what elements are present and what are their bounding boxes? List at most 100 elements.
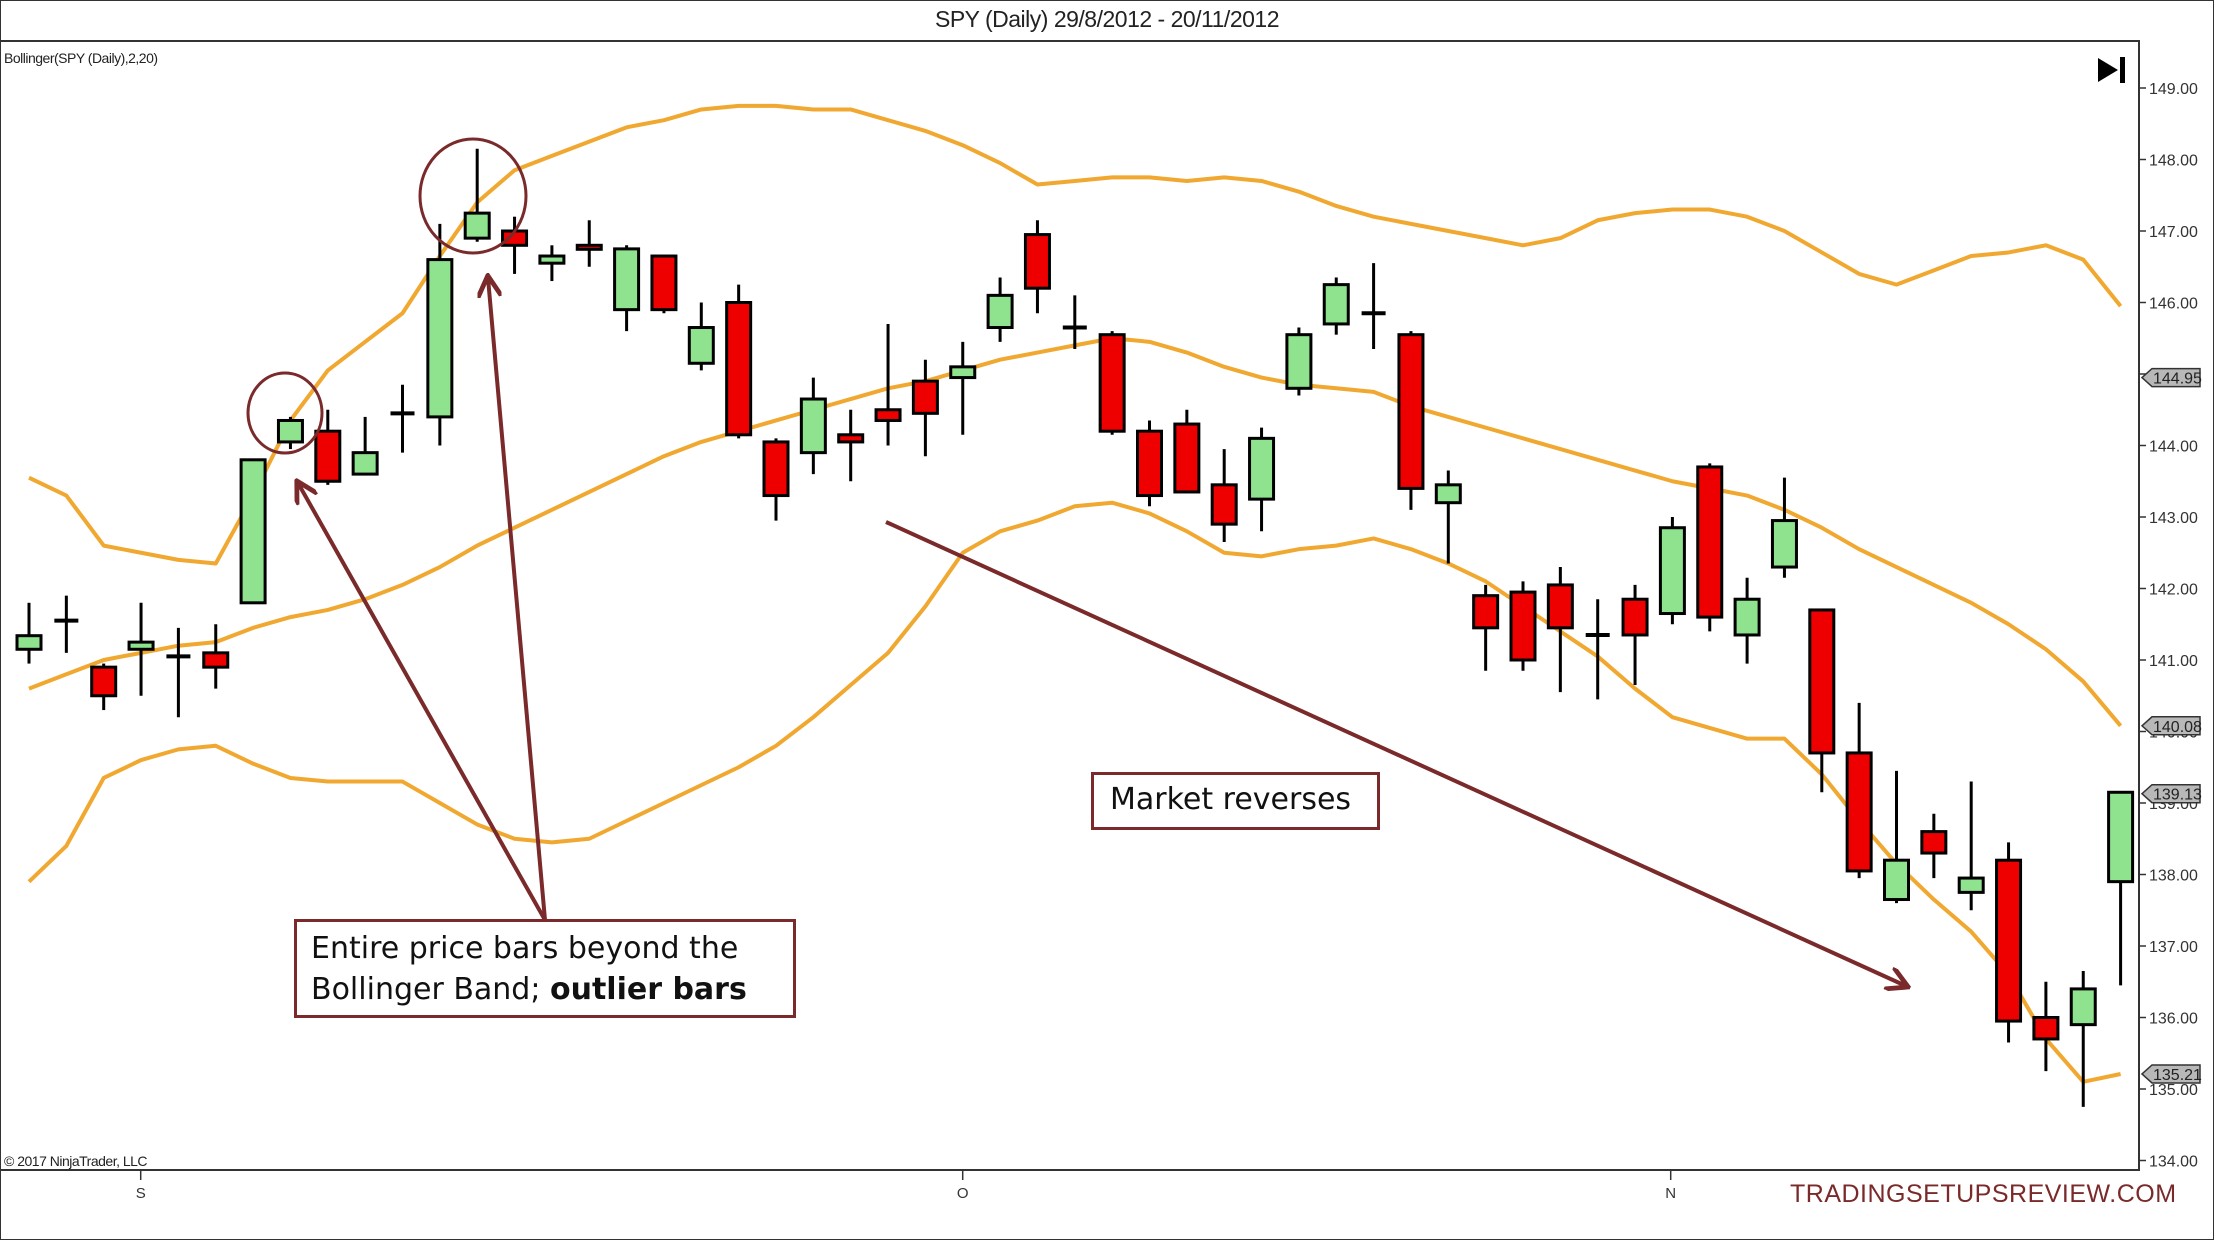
candle [1995,842,2023,1043]
y-tick-label: 149.00 [2149,81,2198,98]
candle-body [15,634,43,651]
candle-body [351,451,379,476]
candle-body [1770,519,1798,569]
candle-body [1472,594,1500,630]
candle [1173,409,1201,494]
candle [1621,584,1649,686]
candle [1920,813,1948,879]
y-tick-label: 136.00 [2149,1011,2198,1028]
candle-body [90,665,118,698]
candle-body [799,397,827,455]
plot-area[interactable] [0,40,2140,1171]
candle [1808,608,1836,793]
candle [1434,470,1462,564]
candle-body [1621,597,1649,637]
skip-to-end-button[interactable] [2096,54,2128,86]
candle [687,302,715,371]
candle-body [2032,1016,2060,1041]
candle-body [1210,483,1238,526]
x-tick-label: N [1665,1185,1676,1202]
candle-body [1696,465,1724,619]
outlier-annotation-line1: Entire price bars beyond the [311,931,739,966]
x-tick-label: S [136,1185,146,1202]
candle [725,284,753,439]
candle [127,602,155,696]
candle-body [1136,429,1163,498]
candles [15,148,2135,1107]
candle [463,148,491,242]
price-marker-label: 135.21 [2153,1067,2202,1084]
band-line [27,500,2122,1084]
candle-body [1248,436,1276,501]
candle [239,458,267,605]
candle [1546,567,1574,693]
y-tick-label: 142.00 [2149,582,2198,599]
candle [1883,770,1910,904]
candle-body [762,440,790,498]
candle-body [1397,333,1425,490]
candle-body [2069,987,2097,1027]
candle-body [538,254,566,265]
candle-body [986,293,1014,330]
candle [1322,277,1350,335]
y-tick-label: 147.00 [2149,224,2198,241]
outlier-circle-1 [246,371,324,455]
candle-body [202,651,230,669]
candle [2107,790,2135,986]
candle [2032,981,2060,1072]
candle [575,220,603,267]
price-marker: 139.13 [2140,783,2202,804]
candle [1509,581,1537,671]
candle-body [613,247,641,312]
candle-body [1285,333,1313,390]
candle-body [239,458,267,605]
candle-body [1434,483,1462,505]
band-line [28,103,2123,566]
candle [1210,449,1238,543]
band-line [28,336,2123,728]
candle-body [837,433,865,444]
candle [1062,295,1087,349]
outlier-circle-2 [418,137,528,255]
candle-body [314,429,342,483]
market-reverses-arrow [885,520,1906,986]
candle [351,416,379,476]
price-marker: 135.21 [2140,1064,2202,1084]
candle-body [276,418,304,444]
candle [276,416,304,450]
candle [762,438,790,521]
arrow-to-outlier-1 [298,483,547,921]
candle [1585,599,1610,700]
y-tick-label: 146.00 [2149,296,2198,313]
candle [1023,220,1051,314]
candle [1845,702,1873,879]
price-markers: 144.95 140.08 139.13 135.21 [2140,367,2202,1084]
candle [426,223,454,446]
candle [986,277,1014,342]
candle [1098,331,1126,435]
candle-body [1322,283,1350,326]
candle-body [575,243,603,251]
candle [538,245,566,282]
candle [1397,331,1425,510]
candle [874,323,902,446]
y-tick-label: 148.00 [2149,153,2198,170]
candle [799,377,827,475]
price-marker: 144.95 [2140,367,2202,388]
candle [1248,427,1276,532]
candle [54,595,79,653]
y-tick-label: 144.00 [2149,439,2198,456]
candle [1472,584,1500,671]
candle-body [1957,876,1985,894]
candle-body [1098,333,1126,433]
price-axis[interactable]: 149.00148.00147.00146.00145.00144.00143.… [2139,81,2198,1171]
candle [1957,781,1985,911]
price-marker: 140.08 [2140,716,2202,736]
outlier-annotation-bold: outlier bars [550,972,747,1007]
candle [314,409,342,485]
arrow-to-outlier-2 [488,278,547,921]
candle-body [1995,858,2023,1023]
price-marker-label: 144.95 [2153,371,2202,388]
candle-body [687,326,715,365]
